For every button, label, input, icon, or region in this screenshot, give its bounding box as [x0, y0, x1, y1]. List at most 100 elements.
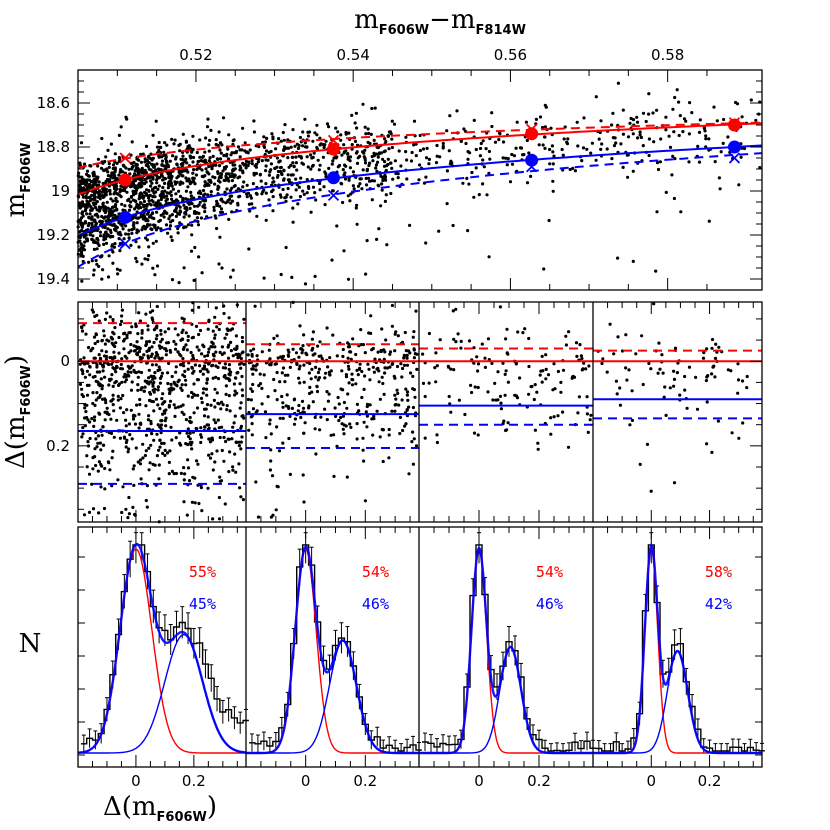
- star-point: [124, 440, 128, 445]
- star-point: [275, 156, 279, 160]
- star-point: [315, 389, 320, 394]
- star-point: [349, 350, 353, 354]
- star-point: [124, 507, 128, 511]
- star-point: [133, 199, 137, 203]
- star-point: [169, 387, 173, 391]
- star-point: [202, 387, 206, 391]
- star-point: [406, 398, 410, 402]
- star-point: [362, 387, 366, 391]
- star-point: [707, 137, 711, 141]
- star-point: [80, 393, 84, 397]
- star-point: [104, 357, 108, 361]
- star-point: [335, 354, 339, 358]
- star-point: [361, 150, 365, 154]
- star-point: [137, 197, 141, 201]
- star-point: [332, 474, 336, 478]
- star-point: [159, 419, 163, 423]
- star-point: [214, 375, 218, 379]
- star-point: [749, 98, 753, 102]
- star-point: [581, 146, 586, 150]
- star-point: [307, 371, 311, 375]
- star-point: [417, 178, 421, 182]
- star-point: [186, 170, 190, 174]
- star-point: [198, 189, 202, 193]
- star-point: [726, 368, 730, 372]
- star-point: [102, 242, 106, 246]
- star-point: [94, 258, 98, 263]
- star-point: [179, 386, 183, 390]
- star-point: [570, 376, 574, 380]
- star-point: [217, 130, 221, 134]
- mid-ylabel-sub: F606W: [19, 365, 34, 415]
- star-point: [129, 185, 133, 189]
- star-point: [608, 322, 612, 326]
- star-point: [295, 168, 299, 172]
- star-point: [288, 472, 292, 476]
- star-point: [184, 378, 188, 382]
- star-point: [612, 352, 616, 356]
- star-point: [365, 167, 369, 171]
- star-point: [95, 247, 99, 251]
- star-point: [380, 327, 384, 331]
- star-point: [106, 170, 110, 174]
- star-point: [191, 356, 195, 360]
- star-point: [267, 198, 271, 202]
- star-point: [736, 378, 741, 382]
- star-point: [81, 195, 85, 199]
- star-point: [634, 352, 638, 356]
- star-point: [250, 389, 254, 393]
- star-point: [342, 423, 346, 427]
- star-point: [176, 211, 180, 216]
- fiducial-lines-layer: [77, 117, 763, 485]
- star-point: [481, 139, 485, 143]
- star-point: [170, 238, 174, 242]
- star-point: [135, 340, 139, 344]
- star-point: [109, 142, 113, 146]
- star-point: [619, 142, 623, 146]
- star-point: [658, 367, 662, 371]
- star-point: [681, 130, 685, 134]
- star-point: [383, 149, 387, 153]
- star-point: [647, 153, 651, 158]
- star-point: [524, 120, 529, 124]
- star-point: [129, 161, 133, 165]
- star-point: [408, 223, 412, 227]
- star-point: [165, 451, 170, 455]
- star-point: [249, 398, 253, 402]
- star-point: [222, 311, 226, 316]
- star-point: [115, 267, 119, 271]
- star-point: [191, 353, 195, 358]
- star-point: [111, 393, 115, 397]
- star-point: [151, 177, 155, 181]
- star-point: [96, 157, 100, 161]
- star-point: [496, 398, 500, 402]
- star-point: [585, 147, 589, 151]
- star-point: [514, 146, 518, 150]
- star-point: [83, 424, 87, 428]
- star-point: [684, 119, 688, 123]
- star-point: [81, 426, 85, 430]
- star-point: [218, 180, 222, 184]
- star-point: [213, 315, 217, 319]
- star-point: [143, 453, 147, 458]
- star-point: [116, 398, 120, 402]
- star-point: [472, 431, 477, 435]
- star-point: [590, 141, 595, 145]
- star-point: [300, 399, 305, 403]
- star-point: [298, 135, 302, 140]
- bottom-x-tick-label: 0: [474, 772, 484, 790]
- star-point: [201, 391, 205, 395]
- star-point: [515, 396, 520, 400]
- star-point: [546, 373, 551, 377]
- star-point: [207, 172, 211, 176]
- star-point: [456, 332, 460, 336]
- star-point: [118, 249, 122, 253]
- star-point: [421, 381, 426, 385]
- star-point: [365, 425, 369, 429]
- star-point: [317, 168, 321, 172]
- star-point: [132, 193, 136, 197]
- star-point: [370, 198, 374, 202]
- star-point: [117, 351, 121, 355]
- star-point: [150, 352, 154, 356]
- star-point: [199, 396, 204, 400]
